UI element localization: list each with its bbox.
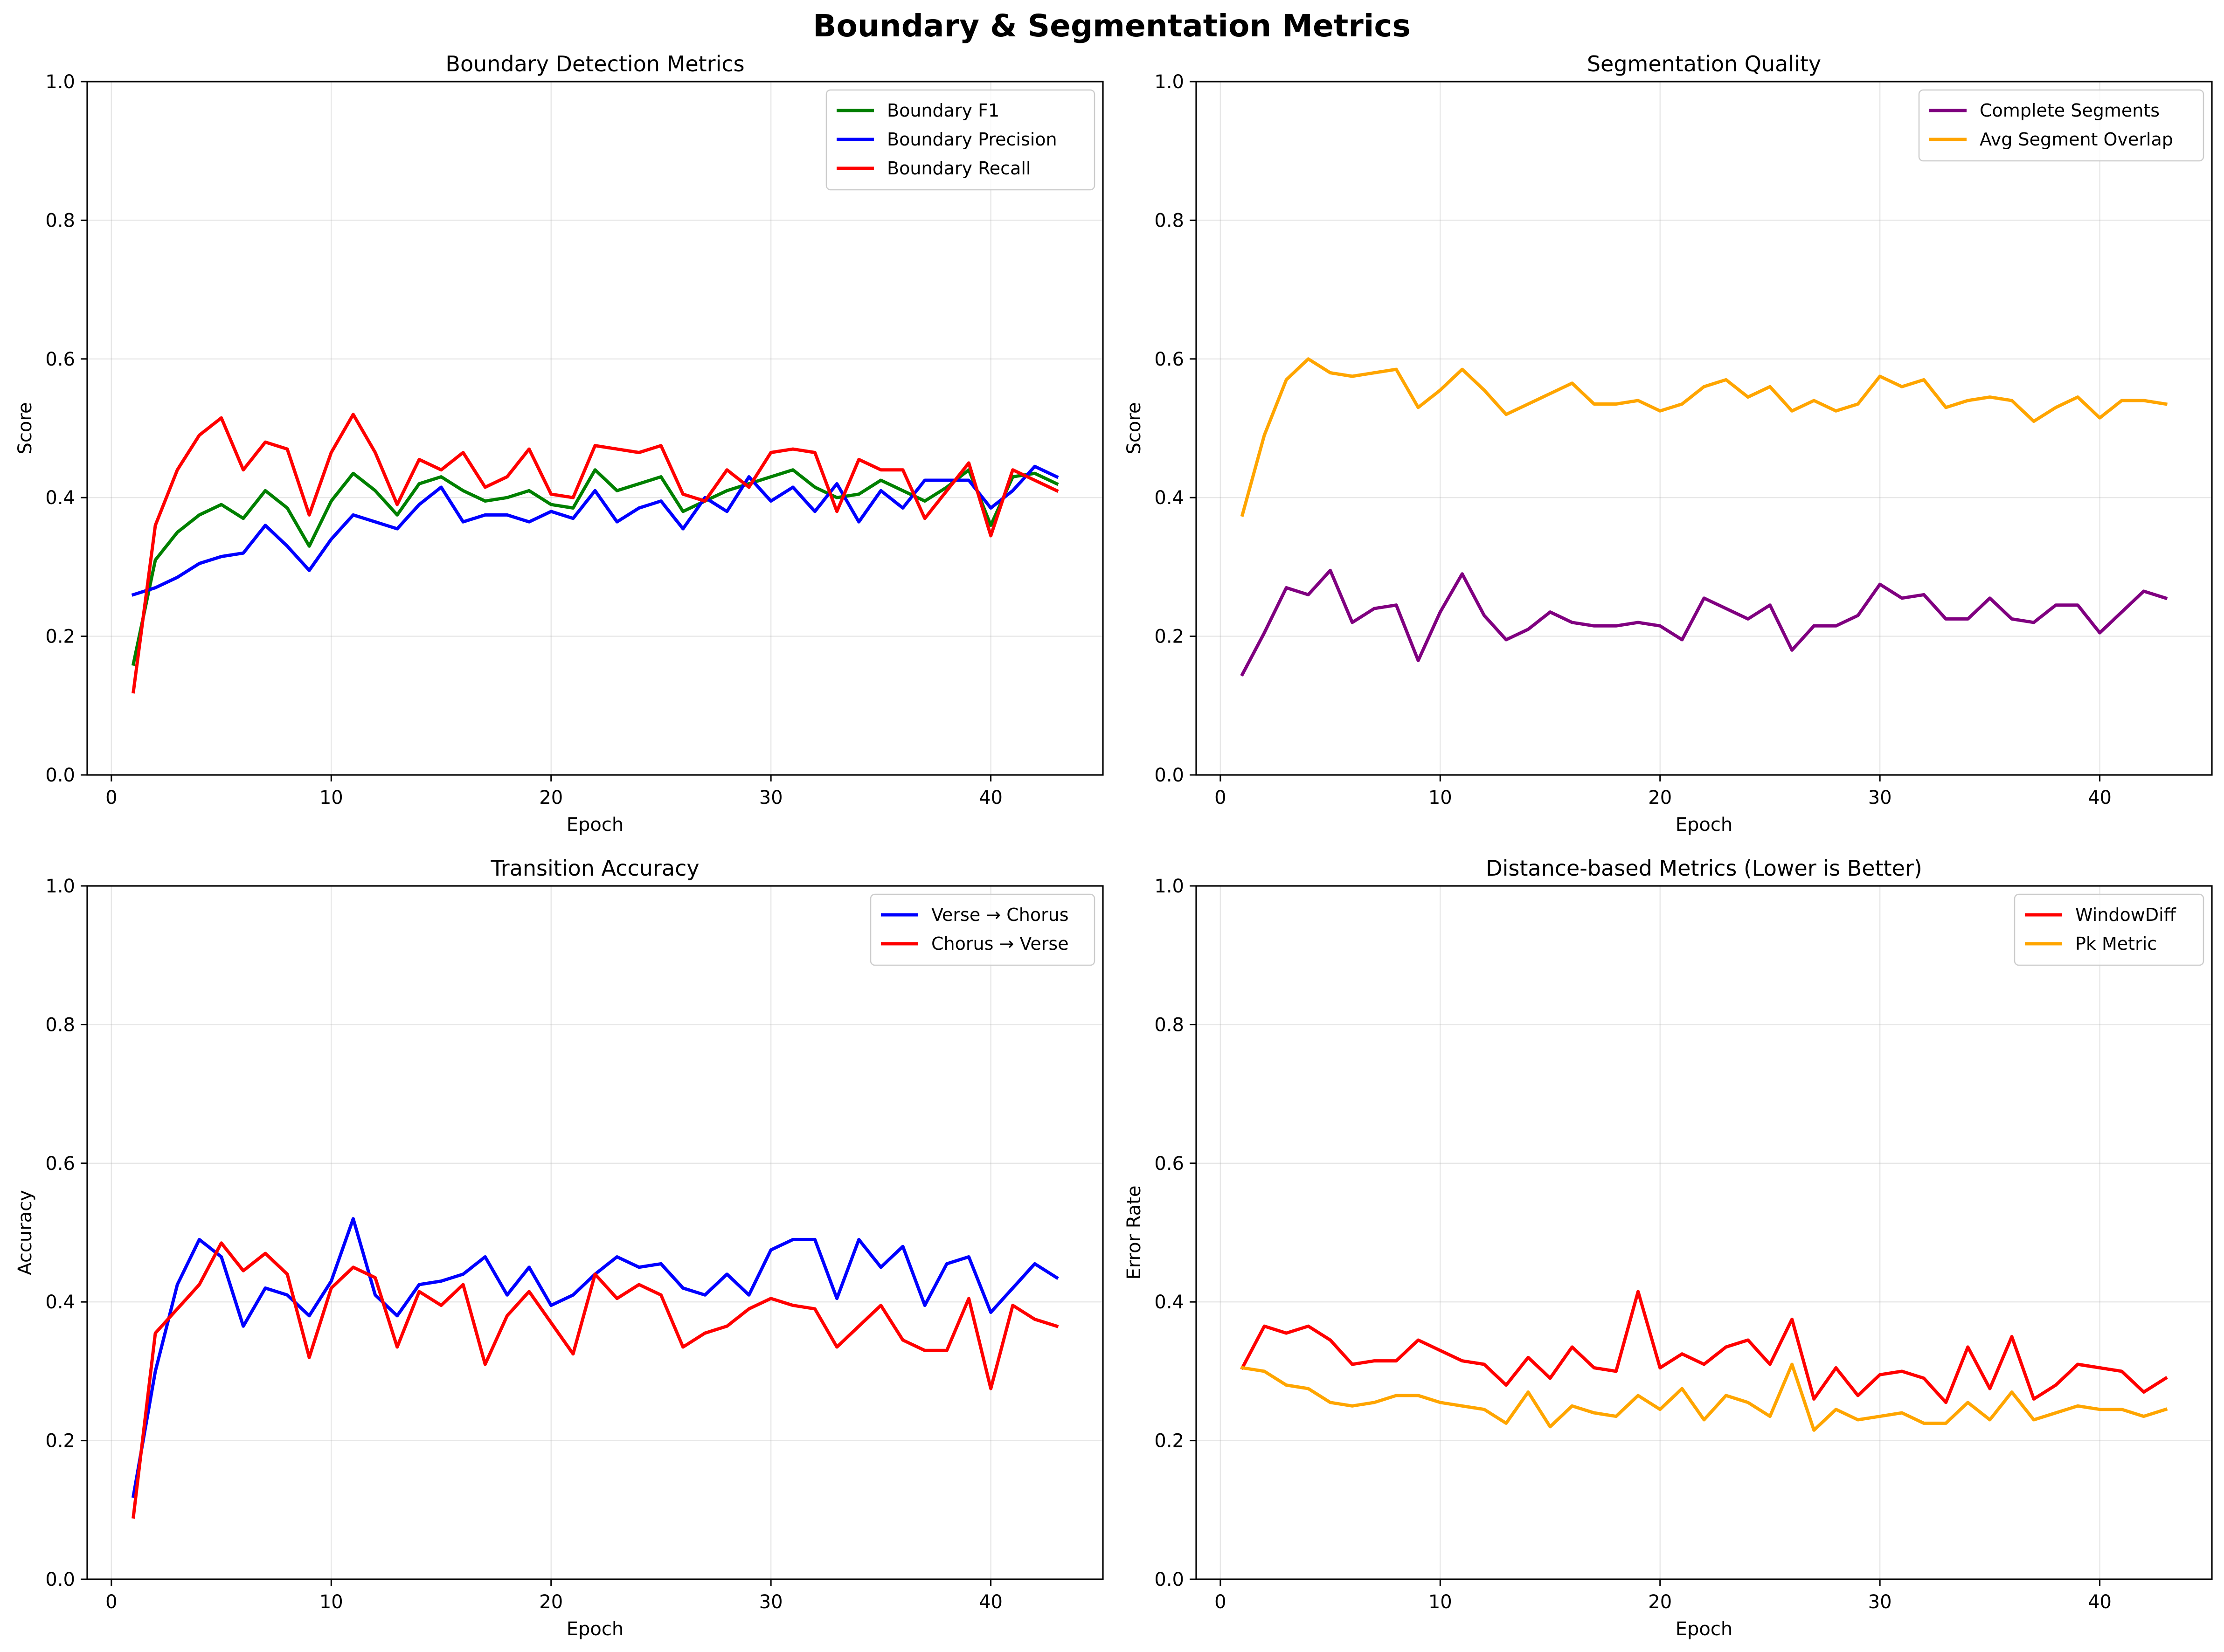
x-tick-label: 40: [979, 1591, 1003, 1613]
legend-label: Avg Segment Overlap: [1980, 129, 2173, 150]
legend-label: Boundary Precision: [887, 129, 1057, 150]
y-tick-label: 0.0: [45, 1569, 75, 1590]
x-axis-label: Epoch: [1676, 814, 1732, 836]
legend-label: Complete Segments: [1980, 100, 2160, 121]
y-tick-label: 1.0: [45, 71, 75, 93]
y-tick-label: 0.4: [45, 487, 75, 509]
y-tick-label: 0.0: [45, 765, 75, 786]
y-axis-label: Score: [14, 402, 36, 454]
panels: 0 10 20 30 40 0.0 0.2 0.4 0.6 0.8 1.0 Boundary Dete…: [14, 51, 2213, 1640]
x-tick-label: 20: [539, 787, 563, 809]
y-axis-label: Score: [1123, 402, 1145, 454]
x-tick-label: 0: [1214, 787, 1226, 809]
legend-box: [2014, 893, 2204, 966]
series-line-2: [1240, 357, 2168, 517]
plot-area: [1196, 886, 2212, 1579]
x-tick-label: 20: [1648, 787, 1672, 809]
y-tick-label: 0.6: [45, 1153, 75, 1175]
x-tick-label: 0: [105, 1591, 117, 1613]
x-tick-label: 10: [319, 1591, 343, 1613]
legend: WindowDiff Pk Metric: [2014, 893, 2204, 966]
figure-title: Boundary & Segmentation Metrics: [813, 8, 1411, 44]
legend-label: WindowDiff: [2075, 905, 2176, 925]
chart-title: Boundary Detection Metrics: [445, 51, 744, 76]
y-tick-label: 0.8: [45, 210, 75, 231]
x-tick-label: 30: [759, 787, 783, 809]
y-tick-label: 0.6: [1154, 1153, 1184, 1175]
legend-label: Pk Metric: [2075, 933, 2157, 954]
series-line-3: [132, 413, 1059, 694]
series-line-2: [131, 464, 1059, 597]
legend: Verse → Chorus Chorus → Verse: [870, 893, 1095, 966]
x-tick-label: 40: [2088, 1591, 2112, 1613]
axes-frame: [1195, 81, 2213, 776]
y-tick-label: 1.0: [1154, 876, 1184, 897]
legend-box: [870, 893, 1095, 966]
x-axis-label: Epoch: [1676, 1618, 1732, 1640]
y-tick-label: 0.2: [1154, 626, 1184, 648]
y-axis-label: Accuracy: [14, 1190, 36, 1275]
x-axis-label: Epoch: [567, 1618, 624, 1640]
chart-panel-1: 0 10 20 30 40 0.0 0.2 0.4 0.6 0.8 1.0 Boundary Dete…: [14, 51, 1104, 836]
y-tick-label: 0.6: [1154, 349, 1184, 370]
x-tick-label: 0: [1214, 1591, 1226, 1613]
y-tick-label: 0.4: [1154, 1292, 1184, 1313]
x-tick-label: 20: [1648, 1591, 1672, 1613]
series-line-1: [1240, 1290, 2168, 1404]
legend: Boundary F1 Boundary Precision Boundary Re…: [825, 89, 1095, 191]
x-tick-label: 0: [105, 787, 117, 809]
legend-label: Boundary F1: [887, 100, 999, 121]
chart-panel-2: 0 10 20 30 40 0.0 0.2 0.4 0.6 0.8 1.0 Segmentation …: [1123, 51, 2213, 836]
plot-area: [1196, 82, 2212, 775]
x-tick-label: 20: [539, 1591, 563, 1613]
y-tick-label: 1.0: [45, 876, 75, 897]
chart-panel-4: 0 10 20 30 40 0.0 0.2 0.4 0.6 0.8 1.0 Distance-base…: [1123, 856, 2213, 1640]
x-tick-label: 30: [759, 1591, 783, 1613]
x-tick-label: 40: [979, 787, 1003, 809]
plot-area: [87, 82, 1103, 775]
x-axis-label: Epoch: [567, 814, 624, 836]
x-tick-label: 10: [1428, 1591, 1452, 1613]
x-tick-label: 40: [2088, 787, 2112, 809]
y-tick-label: 0.8: [45, 1014, 75, 1036]
y-axis-label: Error Rate: [1123, 1186, 1145, 1280]
y-tick-label: 0.2: [45, 626, 75, 648]
y-tick-label: 0.2: [1154, 1431, 1184, 1452]
chart-title: Segmentation Quality: [1587, 51, 1821, 76]
plot-area: [87, 886, 1103, 1579]
series-line-1: [131, 468, 1059, 666]
y-tick-label: 0.2: [45, 1431, 75, 1452]
chart-panel-3: 0 10 20 30 40 0.0 0.2 0.4 0.6 0.8 1.0 Transition Ac…: [14, 856, 1104, 1640]
axes-frame: [1195, 885, 2213, 1580]
x-tick-label: 30: [1868, 1591, 1892, 1613]
series-line-2: [132, 1241, 1059, 1519]
x-tick-label: 10: [1428, 787, 1452, 809]
legend: Complete Segments Avg Segment Overlap: [1918, 89, 2204, 162]
x-tick-label: 30: [1868, 787, 1892, 809]
axes-frame: [86, 885, 1104, 1580]
legend-box: [825, 89, 1095, 191]
y-tick-label: 0.6: [45, 349, 75, 370]
legend-box: [1918, 89, 2204, 162]
x-tick-label: 10: [319, 787, 343, 809]
chart-title: Transition Accuracy: [490, 856, 699, 881]
legend-label: Chorus → Verse: [931, 933, 1069, 954]
y-tick-label: 0.4: [1154, 487, 1184, 509]
y-tick-label: 0.8: [1154, 210, 1184, 231]
legend-label: Boundary Recall: [887, 158, 1031, 179]
chart-title: Distance-based Metrics (Lower is Better): [1486, 856, 1922, 881]
axes-frame: [86, 81, 1104, 776]
y-tick-label: 0.0: [1154, 765, 1184, 786]
y-tick-label: 0.4: [45, 1292, 75, 1313]
y-tick-label: 1.0: [1154, 71, 1184, 93]
series-line-1: [1240, 568, 2168, 677]
y-tick-label: 0.8: [1154, 1014, 1184, 1036]
series-line-2: [1240, 1362, 2168, 1432]
legend-label: Verse → Chorus: [931, 905, 1069, 925]
y-tick-label: 0.0: [1154, 1569, 1184, 1590]
